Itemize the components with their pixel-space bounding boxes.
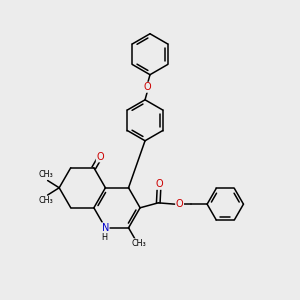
Text: O: O bbox=[144, 82, 151, 92]
Text: H: H bbox=[102, 232, 108, 242]
Text: CH₃: CH₃ bbox=[132, 239, 146, 248]
Text: CH₃: CH₃ bbox=[39, 196, 53, 206]
Text: O: O bbox=[155, 179, 163, 189]
Text: O: O bbox=[176, 199, 184, 209]
Text: N: N bbox=[102, 223, 109, 233]
Text: CH₃: CH₃ bbox=[39, 170, 53, 179]
Text: O: O bbox=[96, 152, 104, 162]
